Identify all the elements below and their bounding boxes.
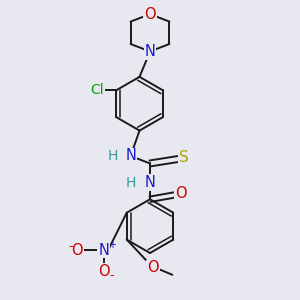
Text: O: O <box>71 242 83 257</box>
Text: O: O <box>144 7 156 22</box>
Text: O: O <box>98 264 109 279</box>
Text: Cl: Cl <box>90 83 104 97</box>
Text: O: O <box>147 260 159 275</box>
Text: -: - <box>68 240 73 253</box>
Text: N: N <box>145 175 155 190</box>
Text: N: N <box>125 148 136 164</box>
Text: +: + <box>108 240 116 250</box>
Text: H: H <box>107 149 118 163</box>
Text: -: - <box>110 269 114 282</box>
Text: S: S <box>179 150 189 165</box>
Text: O: O <box>175 186 187 201</box>
Text: N: N <box>98 242 109 257</box>
Text: H: H <box>125 176 136 190</box>
Text: N: N <box>145 44 155 59</box>
